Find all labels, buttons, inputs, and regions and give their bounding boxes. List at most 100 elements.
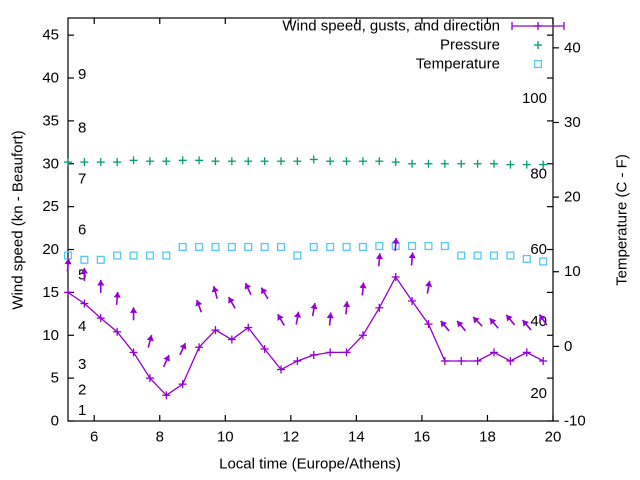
wind-direction-arrow [505,314,516,326]
beaufort-label: 7 [78,171,86,188]
plot-frame [67,17,554,422]
wind-direction-arrow [80,267,88,281]
y-tick-label: 20 [42,241,59,258]
wind-speed-line [67,275,544,397]
wind-direction-arrow [408,252,416,266]
temperature-point [211,242,220,251]
temperature-point [129,251,138,260]
temperature-point [309,242,318,251]
wind-direction-arrow [326,312,334,326]
wind-direction-arrow [260,287,269,300]
temperature-point [326,242,335,251]
beaufort-label: 4 [78,318,86,335]
x-tick-label: 20 [545,429,562,446]
wind-direction-arrow [129,307,138,321]
y-tick-label: 15 [42,284,59,301]
temperature-point [489,251,499,260]
wind-direction-arrow [162,354,170,368]
x-tick-label: 6 [90,429,98,446]
wind-direction-arrow [113,291,121,305]
temperature-point [227,242,236,251]
temperature-point [260,242,269,251]
y2-tick-label: 40 [564,39,581,56]
temperature-point [96,255,105,264]
wind-direction-arrow [456,320,467,332]
x-tick-label: 10 [217,429,234,446]
wind-direction-arrow [294,311,302,325]
temperature-point [375,242,384,251]
wind-direction-arrow [489,317,499,329]
x-tick-label: 16 [414,429,431,446]
temperature-point [424,242,433,251]
y2-tick-label: 30 [564,114,581,131]
y-tick-label: 25 [42,198,59,215]
temperature-point [276,242,286,251]
temperature-point [408,242,417,251]
y2-tick-label: -10 [564,413,586,430]
wind-direction-arrow [195,299,203,313]
temperature-point [522,254,531,263]
fahrenheit-label: 20 [530,385,547,402]
wind-direction-arrow [277,313,285,326]
x-axis-title: Local time (Europe/Athens) [219,455,401,473]
temperature-point [506,251,515,260]
wind-direction-arrow [521,319,532,331]
wind-direction-arrow [227,296,236,309]
wind-direction-arrow [375,253,383,267]
y2-tick-label: 0 [564,338,572,355]
fahrenheit-label: 100 [522,90,547,107]
wind-direction-arrow [392,237,400,251]
beaufort-label: 6 [78,221,86,238]
y2-tick-label: 20 [564,189,581,206]
wind-direction-arrow [472,316,483,327]
beaufort-label: 2 [78,382,86,399]
y-tick-label: 30 [42,155,59,172]
temperature-point [342,242,351,251]
fahrenheit-label: 60 [530,241,547,258]
legend-label-2: Temperature [416,56,500,73]
temperature-point [440,242,449,251]
x-tick-label: 12 [282,429,299,446]
y2-tick-label: 10 [564,263,581,280]
wind-direction-arrow [179,342,187,356]
wind-direction-arrow [538,314,548,326]
temperature-point [195,242,204,251]
wind-direction-arrow [440,320,450,332]
fahrenheit-label: 80 [530,166,547,183]
y-tick-label: 35 [42,112,59,129]
x-tick-label: 18 [479,429,496,446]
legend-label-1: Pressure [440,37,500,54]
legend-sample-square [533,59,543,69]
temperature-point [178,242,187,251]
beaufort-label: 1 [78,402,86,419]
beaufort-label: 9 [78,66,86,83]
temperature-point [145,251,154,260]
temperature-point [162,251,171,260]
beaufort-label: 3 [78,356,86,373]
y-tick-label: 10 [42,327,59,344]
temperature-point [457,251,466,260]
wind-direction-arrow [425,280,433,294]
legend-label-0: Wind speed, gusts, and direction [282,18,500,35]
wind-direction-arrow [64,258,72,272]
temperature-point [293,251,302,260]
x-tick-label: 14 [348,429,365,446]
temperature-point [473,251,482,260]
wind-direction-arrow [343,301,351,315]
y-tick-label: 40 [42,70,59,87]
wind-direction-arrow [97,279,105,293]
temperature-point [113,251,122,260]
wind-direction-arrow [359,282,367,296]
y-axis-title: Wind speed (kn - Beaufort) [9,130,27,310]
y2-axis-title: Temperature (C - F) [613,154,631,286]
y-tick-label: 5 [51,370,59,387]
wind-direction-arrow [310,302,318,317]
y-tick-label: 45 [42,27,59,44]
beaufort-label: 5 [78,267,86,284]
beaufort-label: 8 [78,119,86,136]
temperature-point [244,242,253,251]
wind-direction-arrow [211,285,219,299]
wind-direction-arrow [146,334,154,348]
